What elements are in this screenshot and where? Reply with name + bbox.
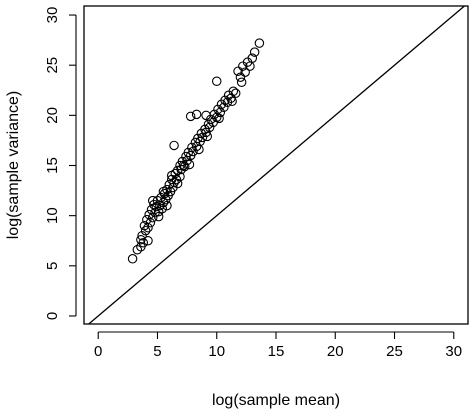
data-point xyxy=(219,102,229,113)
data-point xyxy=(214,113,224,124)
y-tick-label: 5 xyxy=(44,262,61,270)
data-point xyxy=(247,53,258,63)
data-point xyxy=(184,159,195,170)
identity-line-layer xyxy=(88,5,465,325)
y-tick-label: 10 xyxy=(44,207,61,224)
data-point xyxy=(191,109,202,120)
data-point xyxy=(194,144,204,155)
data-point xyxy=(153,211,164,222)
data-point xyxy=(147,195,158,206)
x-axis: 0 5 10 15 20 25 30 xyxy=(94,331,462,360)
y-axis-label: log(sample variance) xyxy=(5,91,22,240)
data-point xyxy=(127,254,138,264)
data-point xyxy=(230,88,241,99)
data-point xyxy=(211,76,222,86)
data-point xyxy=(172,165,183,176)
x-tick-label: 0 xyxy=(94,343,102,360)
data-point xyxy=(136,234,146,245)
data-point xyxy=(227,96,237,107)
data-point xyxy=(138,237,149,248)
data-point xyxy=(188,146,198,157)
x-tick-label: 25 xyxy=(386,343,403,360)
data-point xyxy=(137,230,147,241)
data-point xyxy=(179,161,190,172)
data-point xyxy=(193,133,203,144)
data-points xyxy=(127,38,265,264)
x-tick-label: 10 xyxy=(208,343,225,360)
data-point xyxy=(201,110,211,121)
data-point xyxy=(202,131,213,142)
data-point xyxy=(228,86,239,97)
x-tick-label: 20 xyxy=(327,343,344,360)
x-tick-label: 30 xyxy=(445,343,462,360)
data-point xyxy=(178,160,189,171)
data-point xyxy=(254,38,265,48)
data-point xyxy=(175,171,185,182)
y-tick-label: 25 xyxy=(44,57,61,74)
y-tick-label: 20 xyxy=(44,107,61,124)
y-tick-label: 0 xyxy=(44,312,61,320)
data-point xyxy=(235,72,246,82)
data-point xyxy=(183,147,194,158)
data-point xyxy=(249,47,260,57)
data-point xyxy=(143,235,153,246)
plot-frame xyxy=(83,5,469,325)
data-point xyxy=(169,177,179,188)
data-point xyxy=(140,225,151,236)
data-point xyxy=(220,95,230,106)
x-axis-label: log(sample mean) xyxy=(212,392,340,409)
data-point xyxy=(157,203,167,214)
x-tick-label: 15 xyxy=(268,343,285,360)
y-tick-label: 30 xyxy=(44,7,61,24)
data-point xyxy=(158,186,169,197)
identity-line xyxy=(88,5,465,325)
data-point xyxy=(187,142,197,153)
data-point xyxy=(233,66,243,76)
x-tick-label: 5 xyxy=(153,343,161,360)
data-point xyxy=(172,178,183,189)
data-point xyxy=(236,77,247,87)
data-point xyxy=(162,200,172,211)
data-point xyxy=(240,67,250,77)
data-point xyxy=(185,111,196,122)
data-point xyxy=(169,140,179,151)
data-point xyxy=(213,104,223,115)
y-axis: 0 5 10 15 20 25 30 xyxy=(44,7,77,320)
y-tick-label: 15 xyxy=(44,157,61,174)
